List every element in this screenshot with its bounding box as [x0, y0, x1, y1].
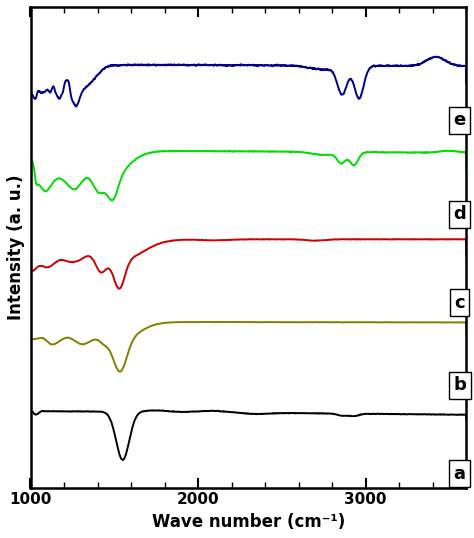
X-axis label: Wave number (cm⁻¹): Wave number (cm⁻¹) [152, 513, 345, 531]
Text: a: a [454, 465, 465, 483]
Text: c: c [454, 294, 465, 312]
Y-axis label: Intensity (a. u.): Intensity (a. u.) [7, 174, 25, 320]
Text: b: b [453, 377, 466, 394]
Text: d: d [453, 205, 466, 223]
Text: e: e [454, 111, 465, 129]
